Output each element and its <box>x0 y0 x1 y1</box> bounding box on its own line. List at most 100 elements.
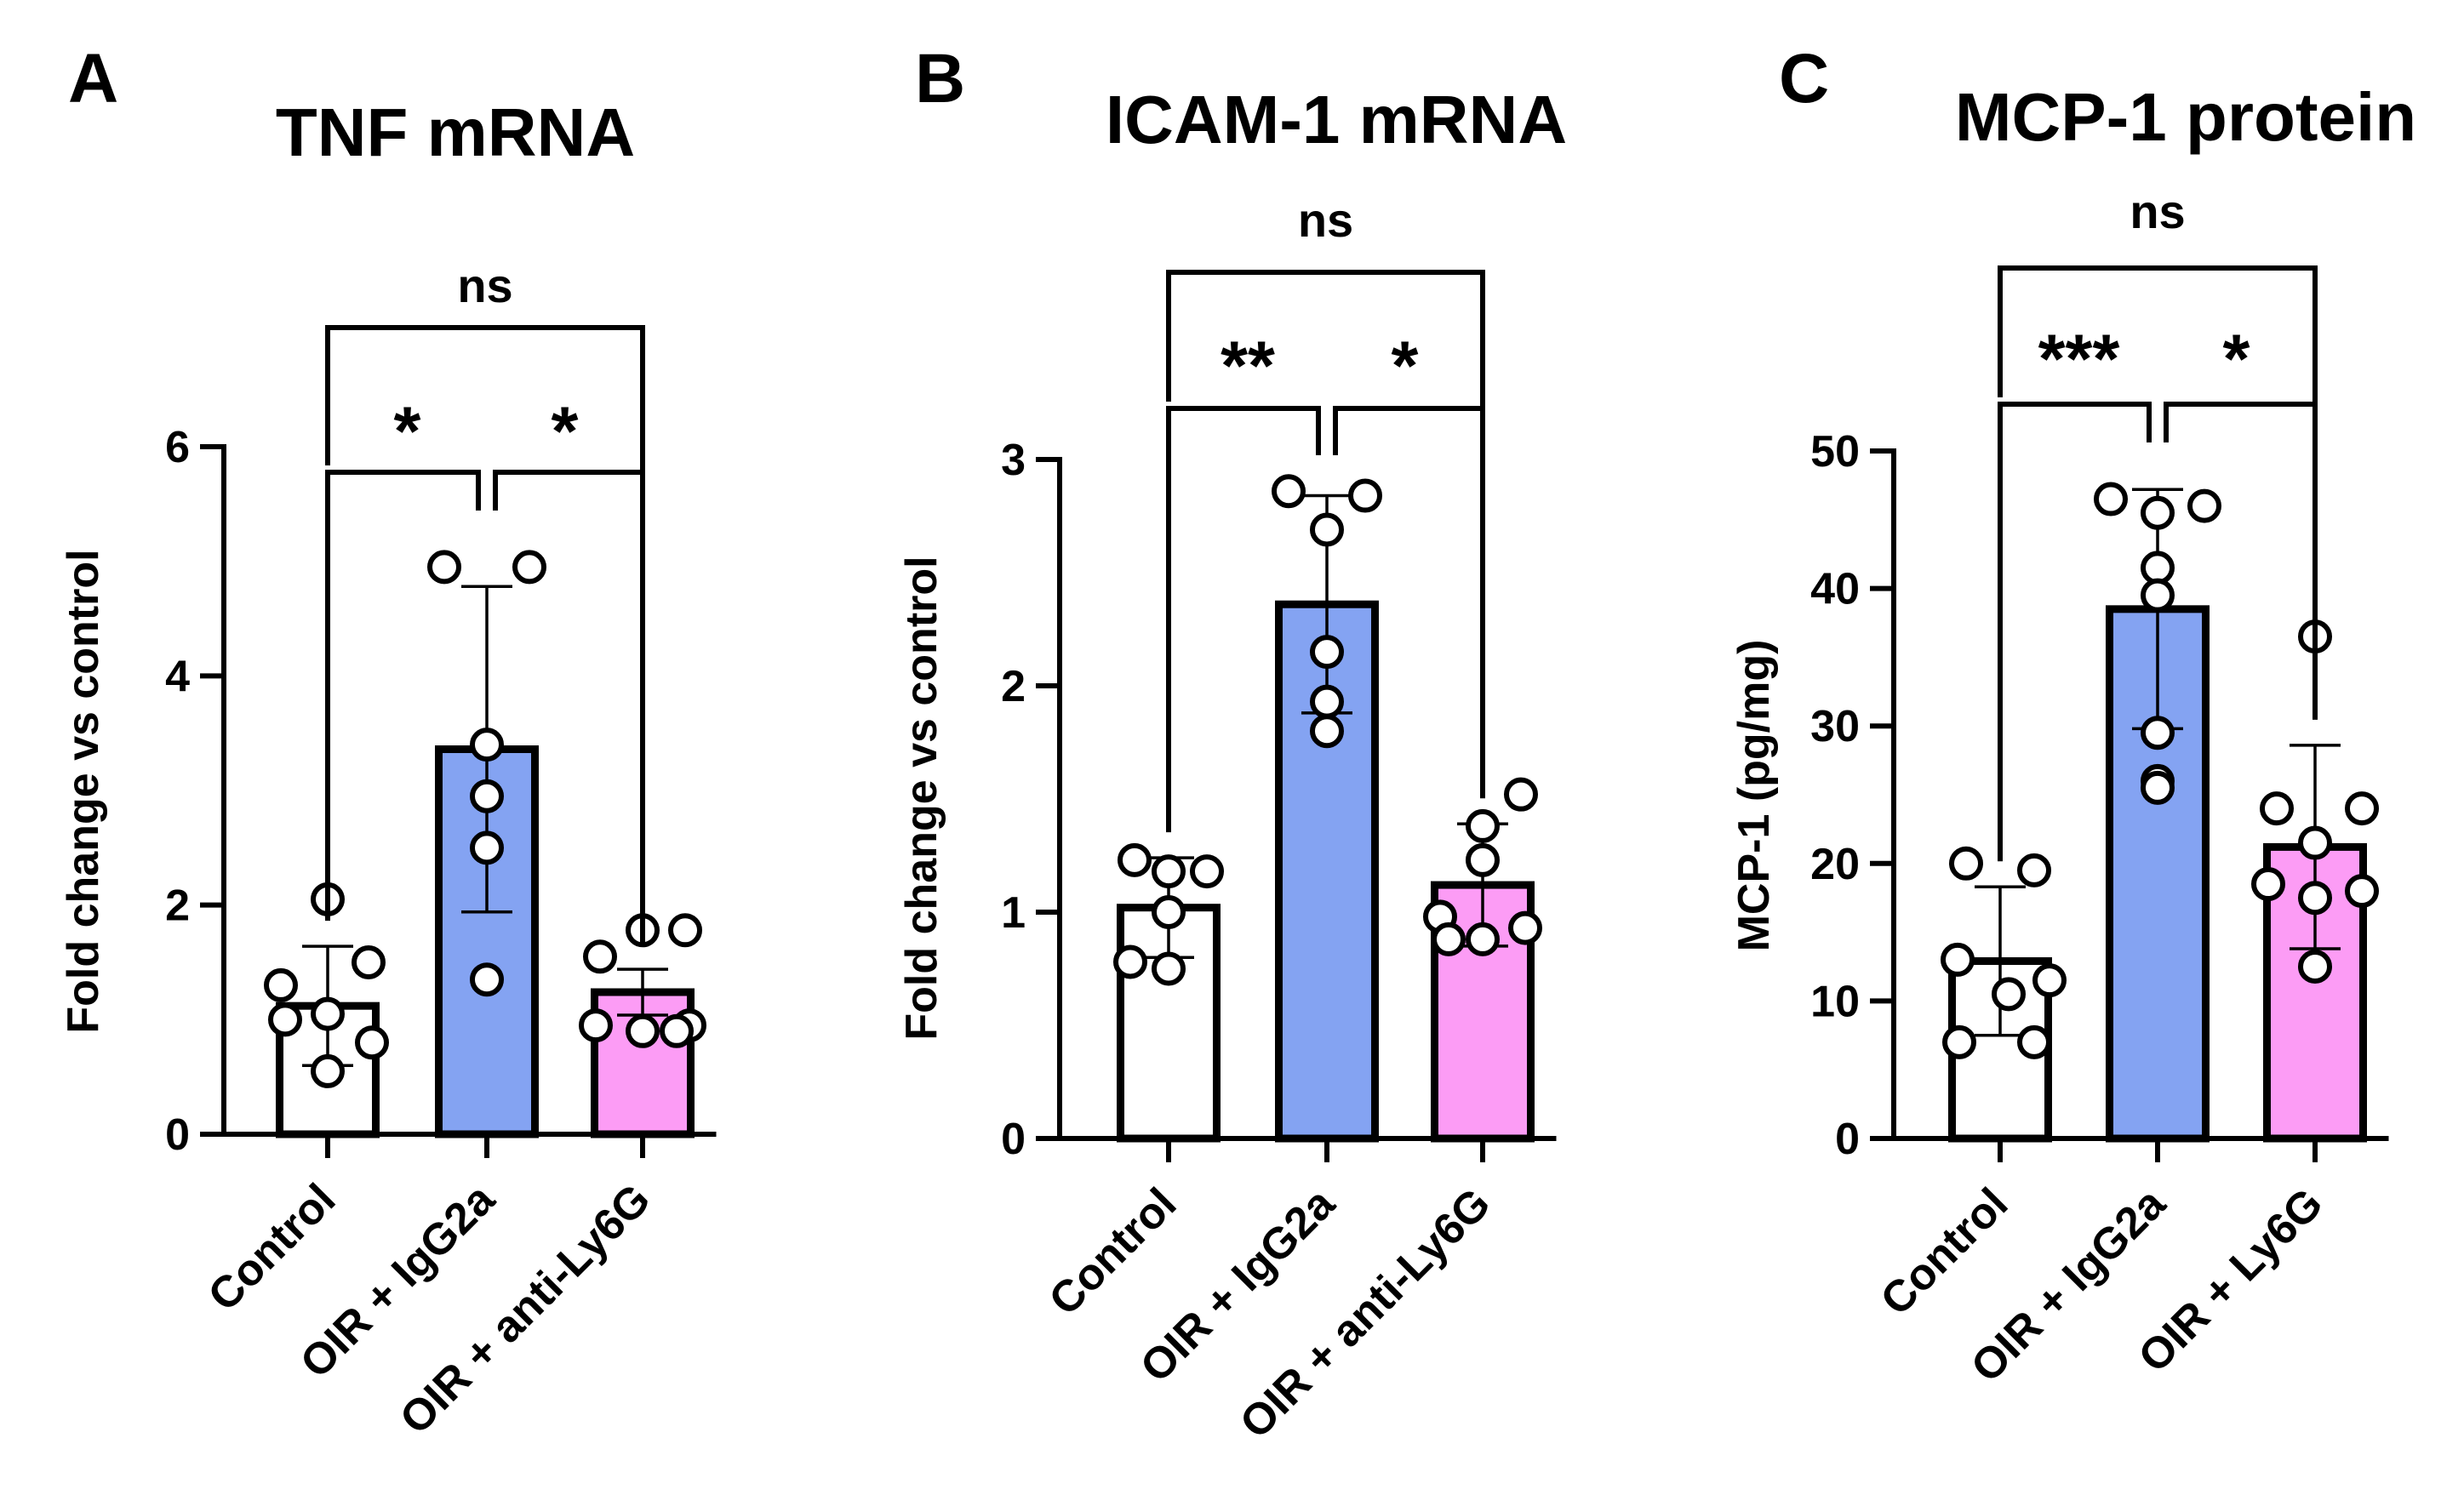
data-point <box>2094 482 2128 516</box>
significance-label: ns <box>2130 185 2185 238</box>
y-tick-label: 1 <box>1001 888 1026 938</box>
data-point <box>1152 951 1186 986</box>
significance-bracket <box>325 470 481 922</box>
data-point <box>1348 478 1382 513</box>
significance-label: *** <box>2038 321 2120 398</box>
data-point <box>352 945 386 979</box>
data-point <box>470 779 504 813</box>
y-tick-label: 4 <box>165 652 190 701</box>
significance-bracket <box>1998 265 2318 455</box>
y-tick-label: 0 <box>165 1110 190 1160</box>
chart-title: TNF mRNA <box>276 94 635 170</box>
data-point <box>1272 474 1306 509</box>
significance-bracket <box>1998 402 2152 862</box>
significance-label: * <box>552 393 579 471</box>
data-point <box>268 1002 302 1037</box>
x-tick-label: Control <box>1872 1178 2018 1325</box>
y-axis-label: Fold change vs control <box>59 549 108 1033</box>
data-point <box>2251 867 2285 902</box>
panel-c: C MCP-1 protein MCP-1 (pg/mg) 0 10 20 30 40 50… <box>1729 40 2416 1392</box>
data-point <box>1310 714 1344 749</box>
y-tick-label: 3 <box>1001 436 1026 485</box>
panel-b: B ICAM-1 mRNA Fold change vs control 0 1 2 3… <box>897 40 1567 1448</box>
significance-bracket <box>2164 402 2318 720</box>
y-tick-label: 0 <box>1001 1115 1026 1164</box>
data-point <box>2141 770 2175 805</box>
data-point <box>1310 512 1344 547</box>
data-point <box>512 550 546 585</box>
data-point <box>2345 874 2379 909</box>
data-point <box>1152 854 1186 889</box>
y-tick-label: 2 <box>1001 662 1026 711</box>
y-axis-label: MCP-1 (pg/mg) <box>1729 640 1779 952</box>
data-point <box>1432 922 1466 956</box>
data-point <box>1466 808 1500 843</box>
panel-letter: B <box>915 40 965 117</box>
data-point <box>2141 716 2175 750</box>
data-point <box>1310 684 1344 719</box>
significance-bracket <box>325 325 645 523</box>
chart-title: MCP-1 protein <box>1955 79 2416 155</box>
y-tick-label: 6 <box>165 423 190 472</box>
y-tick-label: 20 <box>1810 840 1860 889</box>
data-point <box>470 962 504 997</box>
y-axis-label: Fold change vs control <box>897 556 946 1040</box>
data-point <box>2298 950 2332 984</box>
y-tick-label: 40 <box>1810 565 1860 614</box>
data-point <box>1118 842 1152 877</box>
significance-label: ** <box>1221 328 1275 405</box>
significance-label: ns <box>1298 193 1353 247</box>
data-point <box>1941 942 1975 977</box>
data-point <box>626 1013 660 1048</box>
data-point <box>264 967 298 1002</box>
chart-title: ICAM-1 mRNA <box>1106 82 1567 157</box>
significance-bracket <box>493 470 645 944</box>
data-point <box>470 830 504 865</box>
data-point <box>2298 825 2332 860</box>
y-tick-label: 2 <box>165 882 190 931</box>
x-tick-label: Control <box>1040 1178 1186 1325</box>
significance-label: * <box>1392 328 1419 405</box>
panel-a: A TNF mRNA Fold change vs control 0 2 4 6 Con… <box>59 40 717 1444</box>
significance-bracket <box>1166 270 1485 459</box>
data-point <box>470 728 504 762</box>
data-point <box>1152 895 1186 929</box>
y-tick-label: 10 <box>1810 977 1860 1026</box>
data-point <box>583 939 617 974</box>
data-point <box>311 1053 345 1088</box>
data-point <box>1992 977 2026 1012</box>
data-point <box>2017 1024 2051 1059</box>
data-point <box>427 550 461 585</box>
significance-label: ns <box>457 259 512 312</box>
data-point <box>2141 495 2175 530</box>
y-tick-label: 0 <box>1835 1115 1860 1164</box>
data-point <box>2298 881 2332 916</box>
data-point <box>311 996 345 1031</box>
data-point <box>1504 777 1538 812</box>
data-point <box>2187 488 2221 523</box>
significance-bracket <box>1333 406 1485 799</box>
data-point <box>1949 846 1983 881</box>
data-point <box>2141 578 2175 613</box>
data-point <box>1942 1024 1976 1059</box>
significance-bracket <box>1166 406 1321 833</box>
data-point <box>579 1008 613 1043</box>
data-point <box>660 1013 694 1048</box>
data-point <box>1310 635 1344 670</box>
data-point <box>355 1025 389 1060</box>
data-point <box>2260 791 2294 826</box>
data-point <box>1508 910 1542 945</box>
significance-label: * <box>394 393 421 471</box>
data-point <box>1466 842 1500 877</box>
data-point <box>2032 963 2067 998</box>
data-point <box>1466 922 1500 956</box>
data-point <box>2345 791 2379 826</box>
y-tick-label: 30 <box>1810 702 1860 751</box>
data-point <box>2017 853 2051 887</box>
panel-letter: A <box>68 40 118 117</box>
y-tick-label: 50 <box>1810 427 1860 476</box>
data-point <box>1113 944 1147 979</box>
data-point <box>2141 551 2175 585</box>
data-point <box>1190 854 1224 889</box>
